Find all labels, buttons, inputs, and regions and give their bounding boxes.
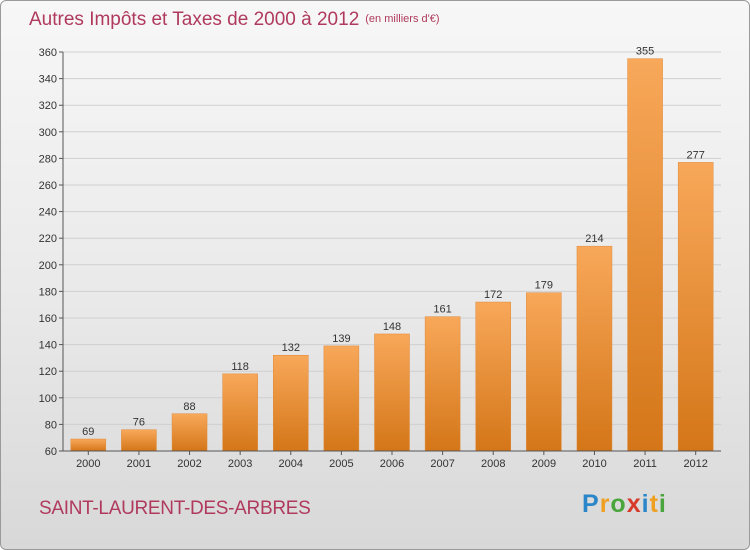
logo-letter: r: [599, 490, 611, 518]
y-tick-label: 220: [39, 233, 57, 245]
y-tick-label: 120: [39, 366, 57, 378]
bar: [627, 58, 663, 452]
chart-title-text: Autres Impôts et Taxes de 2000 à 2012: [29, 9, 360, 30]
bar: [424, 316, 461, 452]
y-tick-label: 260: [39, 180, 57, 192]
y-tick-label: 280: [39, 153, 57, 165]
y-tick-label: 240: [39, 207, 57, 219]
bar-value-label: 88: [183, 401, 195, 413]
bar-value-label: 355: [636, 46, 654, 58]
x-tick-label: 2001: [127, 458, 151, 470]
proxiti-logo[interactable]: Proxiti: [582, 490, 667, 519]
logo-letter: o: [610, 490, 627, 518]
bar-value-label: 69: [82, 426, 94, 438]
y-tick-label: 60: [45, 446, 57, 458]
x-tick-label: 2000: [76, 458, 100, 470]
bar: [526, 292, 562, 452]
y-tick-label: 320: [39, 100, 57, 112]
x-tick-label: 2002: [177, 458, 201, 470]
x-tick-label: 2012: [683, 458, 707, 470]
bars: 69 76 88 118 132 139 148 161 172 179 214 355 277: [70, 46, 714, 452]
bar: [171, 413, 208, 452]
bar-value-label: 118: [231, 361, 249, 373]
bar: [374, 333, 410, 452]
x-tick-label: 2008: [481, 458, 505, 470]
bar: [222, 373, 258, 452]
bar: [121, 429, 157, 452]
logo-letter: i: [641, 490, 650, 518]
bar: [576, 245, 613, 452]
x-axis: 2000 2001 2002 2003 2004 2005 2006 2007 2008 2009…: [63, 450, 721, 470]
bar: [273, 354, 309, 452]
bar-value-label: 179: [535, 280, 553, 292]
chart-unit: (en milliers d'€): [365, 13, 440, 25]
x-tick-label: 2003: [228, 458, 252, 470]
y-tick-label: 200: [39, 260, 57, 272]
logo-letter: P: [582, 490, 600, 518]
x-tick-label: 2010: [582, 458, 606, 470]
bar-value-label: 214: [585, 233, 603, 245]
y-tick-label: 80: [45, 419, 57, 431]
x-tick-label: 2011: [633, 458, 657, 470]
x-tick-label: 2005: [329, 458, 353, 470]
bar: [475, 301, 511, 452]
bar-value-label: 277: [687, 149, 705, 161]
bar-value-label: 161: [433, 304, 451, 316]
x-tick-label: 2009: [532, 458, 556, 470]
bar-value-label: 132: [282, 342, 300, 354]
y-tick-label: 140: [39, 340, 57, 352]
x-tick-label: 2004: [279, 458, 303, 470]
bar: [323, 345, 360, 452]
bar: [677, 162, 714, 452]
y-tick-label: 100: [39, 393, 57, 405]
chart-title: Autres Impôts et Taxes de 2000 à 2012 (en…: [29, 9, 440, 31]
bar-value-label: 172: [484, 289, 502, 301]
bar: [70, 438, 107, 452]
logo-letter: x: [626, 490, 642, 518]
logo-letter: i: [658, 490, 667, 518]
y-tick-label: 340: [39, 74, 57, 86]
y-axis: 60 80 100 120 140 160 180 200 220 240 260 280 300 320…: [39, 47, 64, 458]
y-tick-label: 180: [39, 286, 57, 298]
commune-name: SAINT-LAURENT-DES-ARBRES: [39, 498, 311, 519]
logo-letter: t: [649, 490, 659, 518]
x-tick-label: 2007: [430, 458, 454, 470]
bar-value-label: 76: [133, 417, 145, 429]
y-tick-label: 300: [39, 127, 57, 139]
y-tick-label: 160: [39, 313, 57, 325]
x-tick-label: 2006: [380, 458, 404, 470]
bar-value-label: 139: [332, 333, 350, 345]
y-tick-label: 360: [39, 47, 57, 59]
bar-value-label: 148: [383, 321, 401, 333]
